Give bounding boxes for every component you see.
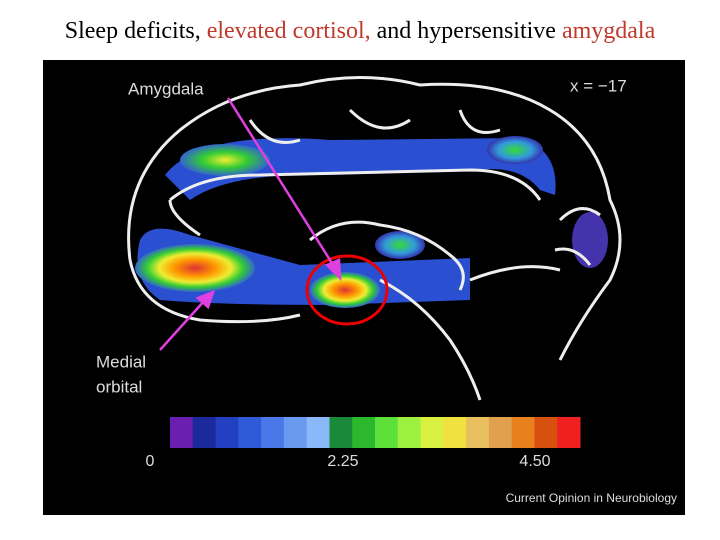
colorbar	[170, 417, 581, 448]
label-orbital: orbital	[96, 377, 142, 396]
title-part: Sleep deficits,	[64, 18, 207, 44]
colorbar-segment	[261, 417, 285, 448]
colorbar-segment	[192, 417, 217, 448]
colorbar-label: 2.25	[327, 453, 358, 470]
title-part: elevated cortisol,	[206, 18, 371, 44]
colorbar-segment	[420, 417, 444, 448]
colorbar-segment	[443, 417, 467, 448]
colorbar-label: 4.50	[519, 453, 550, 470]
colorbar-segment	[466, 417, 490, 448]
activation	[310, 272, 380, 308]
activation	[180, 144, 270, 176]
colorbar-segment	[397, 417, 422, 448]
arrows	[159, 97, 342, 351]
colorbar-segment	[375, 417, 399, 448]
brain-outline	[127, 76, 622, 401]
colorbar-segment	[238, 417, 262, 448]
colorbar-segment	[557, 417, 581, 448]
colorbar-segment	[511, 417, 535, 448]
activation	[135, 244, 255, 292]
label-amygdala: Amygdala	[128, 79, 204, 98]
label-coordinate: x = −17	[570, 76, 627, 95]
colorbar-segment	[215, 417, 239, 448]
highlight-circle	[305, 254, 389, 326]
colorbar-segment	[283, 417, 308, 448]
colorbar-segment	[329, 417, 353, 448]
slide-title: Sleep deficits, elevated cortisol, and h…	[0, 18, 720, 45]
colorbar-segment	[306, 417, 330, 448]
activation	[487, 136, 543, 164]
title-part: and hypersensitive	[370, 18, 562, 44]
activation	[375, 231, 425, 259]
colorbar-label: 0	[146, 453, 155, 470]
colorbar-segment	[352, 417, 376, 448]
title-part: amygdala	[561, 18, 656, 44]
activation	[572, 212, 608, 268]
colorbar-segment	[170, 417, 194, 448]
colorbar-segment	[488, 417, 513, 448]
label-medial: Medial	[96, 352, 146, 371]
colorbar-segment	[534, 417, 558, 448]
source-credit: Current Opinion in Neurobiology	[506, 491, 677, 505]
